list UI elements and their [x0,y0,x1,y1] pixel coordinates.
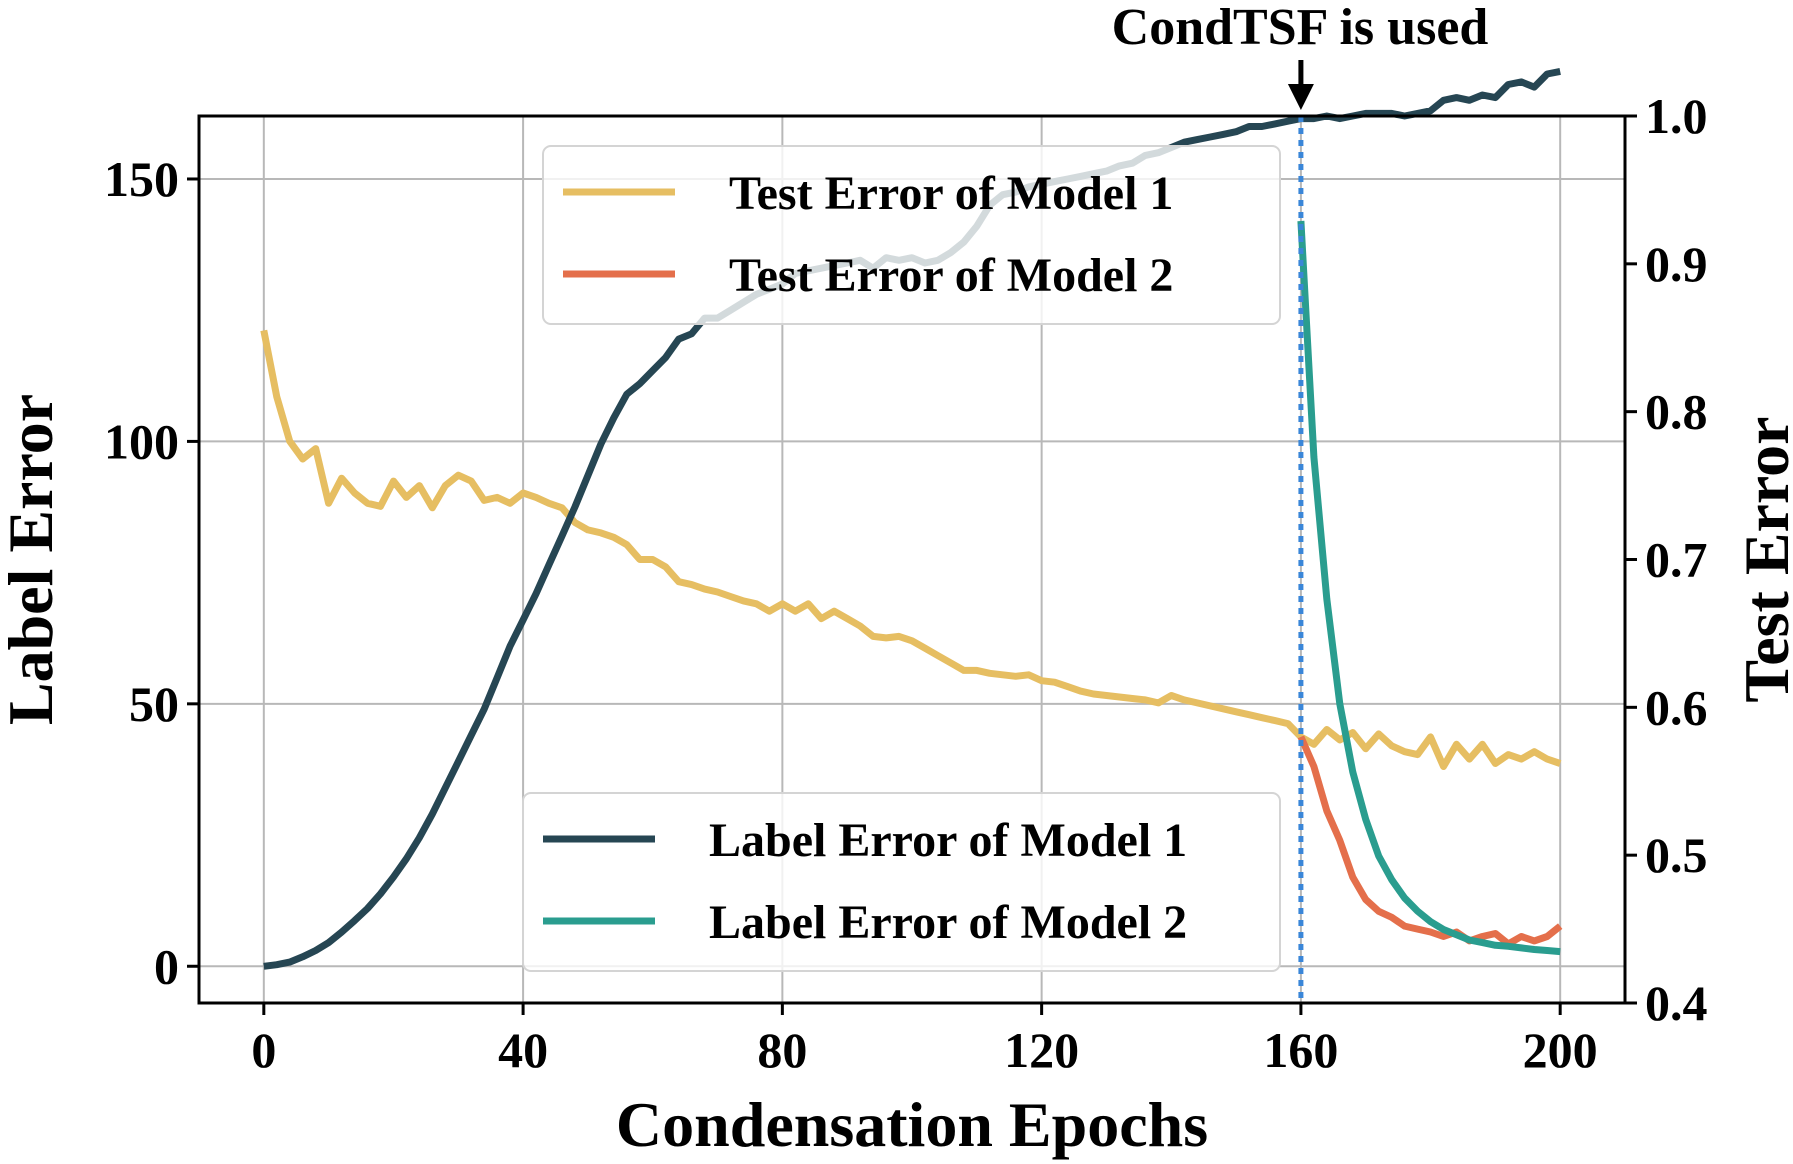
legend-label: Label Error of Model 2 [709,896,1187,949]
y-left-tick-label: 100 [104,413,179,469]
y-right-tick-label: 0.9 [1645,236,1708,292]
series-line [1297,220,1561,956]
x-tick-label: 120 [1004,1022,1079,1078]
y-right-axis-label: Test Error [1731,416,1793,702]
x-tick-label: 0 [251,1022,276,1078]
annotation-arrow-head [1287,84,1314,110]
y-left-tick-label: 50 [129,676,179,732]
series-line [1297,735,1563,948]
legend-label: Test Error of Model 1 [729,167,1173,220]
y-left-tick-label: 0 [154,938,179,994]
axes-layer [187,114,1637,1015]
series-line [260,329,1562,770]
legend-frame [522,792,1281,972]
y-right-tick-label: 0.8 [1645,384,1708,440]
y-left-axis-label: Label Error [0,394,66,725]
legend-frame [542,145,1281,325]
x-tick-label: 200 [1523,1022,1598,1078]
y-right-tick-label: 0.4 [1645,975,1708,1031]
legend-label: Label Error of Model 1 [709,814,1187,867]
x-tick-label: 80 [757,1022,807,1078]
legend-test-error: Test Error of Model 1 Test Error of Model… [542,145,1281,325]
x-axis-label: Condensation Epochs [616,1089,1208,1160]
y-left-tick-label: 150 [104,151,179,207]
y-right-tick-label: 0.7 [1645,532,1708,588]
annotation-text: CondTSF is used [1112,0,1489,56]
legend-label: Test Error of Model 2 [729,249,1173,302]
x-tick-label: 40 [498,1022,548,1078]
y-right-tick-label: 1.0 [1645,88,1708,144]
y-right-tick-label: 0.5 [1645,827,1708,883]
x-tick-label: 160 [1263,1022,1338,1078]
legend-layer: Test Error of Model 1 Test Error of Model… [522,145,1281,972]
y-right-tick-label: 0.6 [1645,679,1708,735]
legend-label-error: Label Error of Model 1 Label Error of Mod… [522,792,1281,972]
